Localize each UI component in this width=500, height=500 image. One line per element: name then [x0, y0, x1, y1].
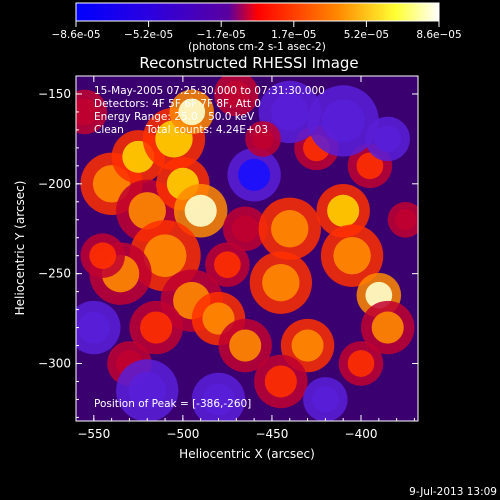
- colorbar-tick-label: −1.7e-05: [197, 29, 246, 41]
- heatmap-blob-core: [128, 371, 166, 410]
- chart-title: Reconstructed RHESSI Image: [139, 54, 358, 72]
- heatmap-blob-core: [128, 192, 166, 230]
- annotation-time-range: 15-May-2005 07:25:30.000 to 07:31:30.000: [94, 85, 325, 97]
- heatmap-blob-core: [231, 215, 259, 243]
- heatmap-blob-core: [374, 125, 402, 153]
- x-tick-label: −450: [255, 427, 288, 441]
- annotation-peak-position: Position of Peak = [-386,-260]: [94, 398, 251, 410]
- heatmap-blob-core: [178, 98, 206, 126]
- colorbar-tick-label: −8.6e-05: [51, 29, 100, 41]
- heatmap-blob-core: [214, 251, 241, 279]
- x-axis-ticks: −550 −500 −450 −400: [75, 76, 415, 441]
- heatmap-blob-core: [394, 209, 417, 231]
- colorbar-tick-label: 8.6e−05: [416, 29, 461, 41]
- heatmap-blob-core: [321, 99, 365, 143]
- heatmap-blob-core: [356, 152, 384, 180]
- annotation-detectors: Detectors: 4F 5F 6F 7F 8F, Att 0: [94, 98, 261, 110]
- colorbar-gradient: [75, 2, 440, 22]
- heatmap-blob-core: [333, 236, 371, 275]
- heatmap-blob-core: [222, 80, 250, 108]
- heatmap-blob-core: [264, 365, 297, 398]
- heatmap-blob-core: [252, 128, 274, 150]
- x-tick-label: −400: [345, 427, 378, 441]
- heatmap-blob-core: [271, 210, 309, 248]
- heatmap-blob-core: [77, 311, 110, 344]
- heatmap-blob-core: [291, 329, 324, 362]
- footer-timestamp: 9-Jul-2013 13:09: [409, 486, 497, 498]
- heatmap-blob-core: [229, 329, 262, 362]
- annotation-block: 15-May-2005 07:25:30.000 to 07:31:30.000…: [94, 85, 325, 410]
- y-tick-label: −300: [38, 357, 71, 371]
- heatmap-blob-core: [184, 194, 217, 227]
- colorbar-tick-label: −5.2e-05: [124, 29, 173, 41]
- heatmap-blob-core: [271, 93, 309, 131]
- y-tick-label: −200: [38, 177, 71, 191]
- heatmap-image: [76, 76, 418, 421]
- annotation-total-counts: Total counts: 4.24E+03: [145, 124, 268, 136]
- heatmap-blob-core: [371, 311, 404, 344]
- plot-frame: [75, 75, 419, 422]
- y-axis-ticks: −150 −200 −250 −300: [38, 75, 418, 418]
- heatmap-blob-core: [143, 234, 187, 278]
- y-axis-label: Heliocentric Y (arcsec): [13, 181, 27, 316]
- y-tick-label: −250: [38, 267, 71, 281]
- colorbar-ticks: −8.6e-05 −5.2e-05 −1.7e-05 1.7e−05 5.2e−05 8.…: [51, 21, 462, 41]
- colorbar-unit-label: (photons cm-2 s-1 asec-2): [188, 41, 326, 53]
- heatmap-blob-core: [140, 311, 173, 344]
- colorbar-tick-label: 1.7e−05: [271, 29, 316, 41]
- heatmap-blob-core: [238, 158, 271, 191]
- heatmap-blob-core: [76, 98, 99, 126]
- colorbar-tick-label: 5.2e−05: [344, 29, 389, 41]
- annotation-method: Clean: [94, 124, 124, 136]
- x-tick-label: −500: [166, 427, 199, 441]
- heatmap-blob-core: [89, 242, 117, 270]
- y-tick-label: −150: [38, 87, 71, 101]
- heatmap-blob-core: [262, 263, 300, 302]
- heatmap-blob-core: [202, 383, 235, 416]
- heatmap-blob-core: [327, 194, 360, 227]
- x-axis-label: Heliocentric X (arcsec): [179, 447, 315, 461]
- heatmap-blob-core: [347, 350, 375, 377]
- annotation-energy-range: Energy Range: 25.0 - 50.0 keV: [94, 111, 255, 123]
- heatmap-blob-core: [312, 386, 339, 413]
- colorbar: −8.6e-05 −5.2e-05 −1.7e-05 1.7e−05 5.2e−05 8.…: [51, 2, 462, 53]
- x-tick-label: −550: [77, 427, 110, 441]
